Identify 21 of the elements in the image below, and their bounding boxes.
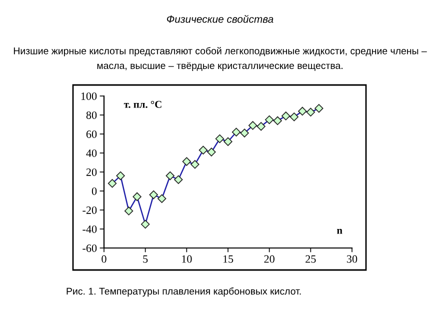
chart-subtitle: Низшие жирные кислоты представляют собой легкоподвижные жидкости, средние члены – масла, высшие – твёрдые кристаллические вещества.: [14, 47, 427, 71]
y-tick-label: -60: [82, 244, 97, 252]
x-tick-label: 25: [306, 255, 316, 263]
y-tick-label: -40: [82, 225, 97, 233]
y-tick-label: 0: [92, 187, 97, 195]
y-axis-title: т. пл. °C: [124, 100, 162, 108]
y-tick-label: 20: [86, 168, 97, 176]
x-tick-label: 10: [182, 255, 192, 263]
chart-title: Физические свойства: [166, 14, 274, 23]
x-tick-label: 5: [143, 255, 148, 263]
text: Рис. 1. Температуры плавления карбоновых кислот.: [66, 287, 301, 297]
x-tick-label: 20: [264, 255, 274, 263]
y-tick-label: 60: [86, 130, 97, 138]
x-axis-title: n: [336, 228, 342, 234]
y-tick-label: 100: [81, 92, 97, 100]
y-tick-label: -20: [82, 206, 97, 214]
x-tick-label: 15: [223, 255, 234, 263]
y-tick-label: 40: [86, 149, 97, 157]
y-tick-label: 80: [86, 111, 97, 119]
x-tick-label: 30: [346, 255, 358, 263]
x-tick-label: 0: [102, 255, 106, 263]
